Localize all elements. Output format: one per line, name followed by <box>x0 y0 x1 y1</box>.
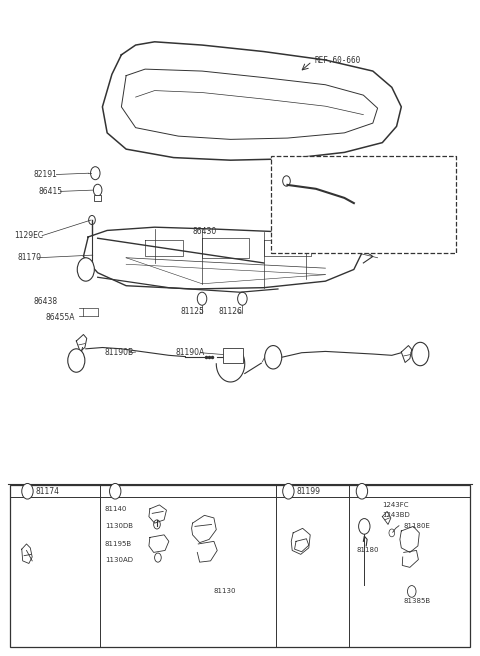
Text: 1129EC: 1129EC <box>14 231 44 240</box>
Text: 81190A: 81190A <box>176 348 205 358</box>
Circle shape <box>109 483 121 499</box>
Circle shape <box>68 349 85 372</box>
Text: (GAS LIFT): (GAS LIFT) <box>288 166 334 175</box>
FancyBboxPatch shape <box>94 195 101 201</box>
Text: 1130DB: 1130DB <box>105 523 133 529</box>
FancyBboxPatch shape <box>271 155 456 253</box>
Text: c: c <box>271 353 276 361</box>
Text: 81161: 81161 <box>309 207 333 215</box>
Text: a: a <box>25 488 30 494</box>
Text: c: c <box>287 488 290 494</box>
Text: 1243FC: 1243FC <box>383 502 409 508</box>
Circle shape <box>412 342 429 366</box>
Text: 81140: 81140 <box>105 506 127 512</box>
Text: 81385B: 81385B <box>404 598 431 604</box>
Text: 81174: 81174 <box>36 487 60 496</box>
Text: 81195B: 81195B <box>105 541 132 547</box>
Circle shape <box>356 483 368 499</box>
Text: 86455A: 86455A <box>46 313 75 322</box>
Text: 81190B: 81190B <box>105 348 134 358</box>
Text: 81162: 81162 <box>309 218 333 227</box>
Text: 1243BD: 1243BD <box>383 512 410 518</box>
Text: b: b <box>73 356 79 365</box>
Text: 81163A: 81163A <box>285 171 314 180</box>
Circle shape <box>283 483 294 499</box>
Text: 1130AD: 1130AD <box>105 557 133 564</box>
Text: 81126: 81126 <box>219 307 242 316</box>
Text: REF.60-660: REF.60-660 <box>315 56 361 64</box>
Text: 86438: 86438 <box>34 297 58 306</box>
Text: 86415: 86415 <box>38 187 62 196</box>
Text: 81170: 81170 <box>18 253 42 262</box>
Circle shape <box>264 346 282 369</box>
FancyBboxPatch shape <box>10 485 470 647</box>
FancyBboxPatch shape <box>223 348 243 363</box>
Text: 81130: 81130 <box>214 588 237 594</box>
Text: 86430: 86430 <box>192 227 217 236</box>
Text: a: a <box>83 265 88 274</box>
Text: 81125: 81125 <box>180 307 204 316</box>
Text: d: d <box>418 350 423 359</box>
Circle shape <box>22 483 33 499</box>
Text: 81180E: 81180E <box>404 523 431 529</box>
Circle shape <box>77 258 95 281</box>
Text: 81180: 81180 <box>356 548 379 554</box>
Text: 81199: 81199 <box>297 487 321 496</box>
Text: 82191: 82191 <box>34 170 58 179</box>
Text: b: b <box>113 488 118 494</box>
Text: d: d <box>360 488 364 494</box>
